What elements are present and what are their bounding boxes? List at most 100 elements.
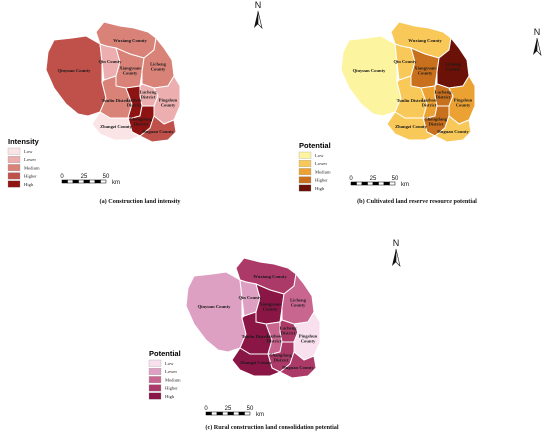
legend-swatch-low bbox=[298, 151, 312, 159]
map-panel-a: Qinyuan County Wuxiang County Qin County Xi… bbox=[0, 0, 275, 215]
north-letter: N bbox=[255, 0, 262, 10]
legend-label-high: High bbox=[24, 182, 34, 187]
scale-segment bbox=[94, 179, 101, 184]
scale-segment bbox=[244, 411, 251, 416]
legend-label-low: Low bbox=[24, 149, 33, 154]
scale-segment bbox=[67, 179, 74, 184]
scale-segment bbox=[361, 181, 368, 186]
scale-unit: km bbox=[256, 412, 264, 418]
map-caption: (c) Rural construction land consolidatio… bbox=[205, 424, 338, 431]
county-label-luzhou: Luzhou bbox=[421, 98, 437, 103]
scale-segment bbox=[61, 179, 68, 184]
county-huguan bbox=[279, 351, 317, 379]
county-label-licheng: Licheng bbox=[290, 298, 307, 303]
scale-tick-label: 0 bbox=[60, 174, 64, 180]
scale-segment bbox=[89, 179, 96, 184]
scale-segment bbox=[233, 411, 240, 416]
county-label-wuxiang: Wuxiang County bbox=[408, 38, 442, 43]
county-label-licheng: County bbox=[291, 303, 306, 308]
north-letter: N bbox=[393, 238, 400, 248]
county-zhangzi bbox=[231, 347, 282, 377]
scale-segment bbox=[78, 179, 85, 184]
county-label-lucheng: District bbox=[141, 95, 156, 100]
county-label-huguan: Huguan County bbox=[437, 129, 469, 134]
legend-label-medium: Medium bbox=[24, 165, 40, 170]
legend: Potential Low Lower Medium Higher High bbox=[298, 141, 331, 192]
scale-segment bbox=[83, 179, 90, 184]
scale-segment bbox=[100, 179, 107, 184]
county-label-wuxiang: Wuxiang County bbox=[253, 274, 287, 279]
county-label-qin: Qin County bbox=[98, 59, 122, 64]
county-label-luzhou: District bbox=[422, 103, 437, 108]
scale-unit: km bbox=[401, 182, 409, 188]
county-label-huguan: Huguan County bbox=[142, 129, 174, 134]
scale-tick-label: 50 bbox=[247, 406, 254, 412]
legend-title: Intensity bbox=[8, 137, 40, 146]
scale-tick-label: 25 bbox=[370, 176, 377, 182]
scale-segment bbox=[389, 181, 396, 186]
county-label-qinyuan: Qinyuan County bbox=[353, 68, 387, 73]
county-zhangzi bbox=[91, 111, 142, 141]
county-label-luzhou: District bbox=[127, 103, 142, 108]
county-label-huguan: Huguan County bbox=[282, 365, 314, 370]
north-arrow-right-half bbox=[257, 10, 263, 29]
scale-segment bbox=[205, 411, 212, 416]
map-a-svg: Qinyuan County Wuxiang County Qin County Xi… bbox=[7, 0, 263, 205]
north-letter: N bbox=[534, 27, 541, 37]
county-label-pingshun: County bbox=[456, 103, 471, 108]
county-label-qinyuan: Qinyuan County bbox=[198, 304, 232, 309]
scale-segment bbox=[372, 181, 379, 186]
county-label-qinyuan: Qinyuan County bbox=[58, 68, 92, 73]
county-huguan bbox=[434, 115, 472, 143]
county-label-pingshun: Pingshun bbox=[454, 98, 473, 103]
scale-segment bbox=[356, 181, 363, 186]
legend-title: Potential bbox=[299, 141, 331, 150]
county-label-licheng: County bbox=[446, 67, 461, 72]
legend-label-lower: Lower bbox=[24, 157, 36, 162]
county-label-lucheng: District bbox=[281, 331, 296, 336]
scale-tick-label: 0 bbox=[204, 406, 208, 412]
county-label-qin: Qin County bbox=[393, 59, 417, 64]
map-c-svg: Qinyuan County Wuxiang County Qin County Xi… bbox=[148, 238, 401, 431]
county-label-licheng: Licheng bbox=[150, 62, 167, 67]
county-label-pingshun: County bbox=[301, 339, 316, 344]
scale-segment bbox=[367, 181, 374, 186]
legend-swatch-lower bbox=[298, 160, 312, 167]
legend-label-lower: Lower bbox=[165, 369, 177, 374]
county-label-lucheng: Lucheng bbox=[279, 326, 297, 331]
county-label-lucheng: District bbox=[436, 95, 451, 100]
scale-tick-label: 0 bbox=[349, 176, 353, 182]
legend: Intensity Low Lower Medium Higher High bbox=[7, 137, 40, 188]
legend-label-medium: Medium bbox=[315, 169, 331, 174]
legend-label-medium: Medium bbox=[165, 377, 181, 382]
legend-label-low: Low bbox=[165, 361, 174, 366]
scale-unit: km bbox=[112, 180, 120, 186]
scale-segment bbox=[222, 411, 229, 416]
county-label-luzhou: Luzhou bbox=[266, 334, 282, 339]
county-label-xiangyuan: Xiangyuan bbox=[119, 66, 141, 71]
scale-segment bbox=[211, 411, 218, 416]
legend-label-higher: Higher bbox=[165, 386, 178, 391]
legend-label-low: Low bbox=[315, 153, 324, 158]
legend-swatch-medium bbox=[148, 376, 162, 384]
legend-swatch-lower bbox=[148, 368, 162, 375]
north-arrow-right-half bbox=[536, 37, 542, 56]
county-label-zhangzi: Zhangzi County bbox=[240, 360, 272, 365]
north-arrow: N bbox=[254, 0, 263, 29]
county-qinyuan bbox=[185, 271, 247, 353]
county-label-lucheng: Lucheng bbox=[434, 90, 452, 95]
map-panel-c: Qinyuan County Wuxiang County Qin County Xi… bbox=[110, 222, 440, 437]
legend-swatch-medium bbox=[298, 168, 312, 176]
county-label-luzhou: District bbox=[267, 339, 282, 344]
legend: Potential Low Lower Medium Higher High bbox=[148, 349, 181, 400]
legend-swatch-lower bbox=[7, 156, 21, 163]
map-caption: (a) Construction land intensity bbox=[100, 198, 182, 205]
legend-swatch-low bbox=[7, 147, 21, 155]
county-label-lucheng: Lucheng bbox=[139, 90, 157, 95]
scale-tick-label: 50 bbox=[103, 174, 110, 180]
scale-segment bbox=[72, 179, 79, 184]
map-b-svg: Qinyuan County Wuxiang County Qin County Xi… bbox=[298, 21, 542, 205]
legend-label-lower: Lower bbox=[315, 161, 327, 166]
